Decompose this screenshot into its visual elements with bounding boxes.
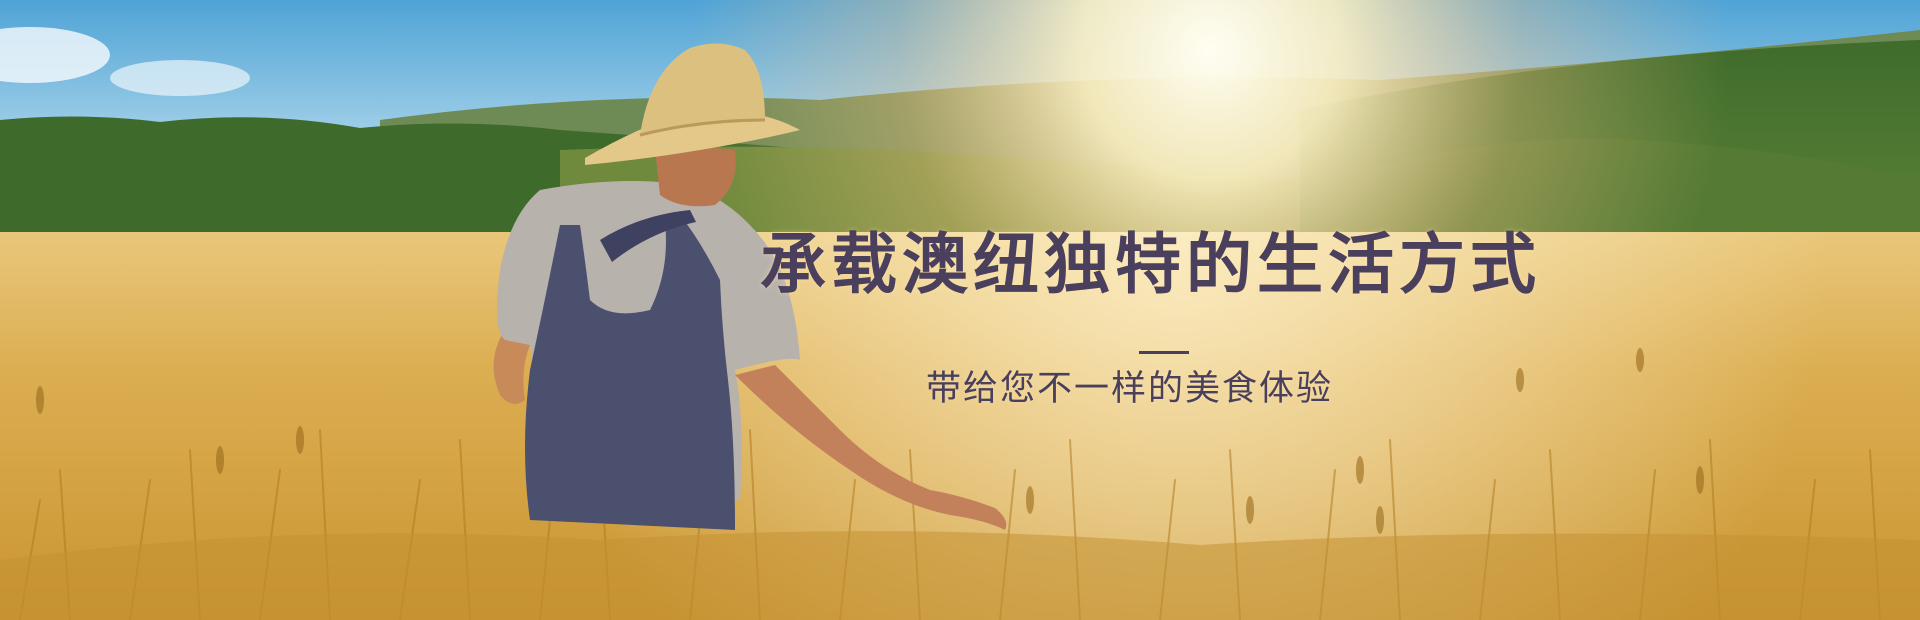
banner-headline: 承载澳纽独特的生活方式 <box>760 226 1541 303</box>
farmer-figure <box>493 43 1007 530</box>
banner-subheadline: 带给您不一样的美食体验 <box>926 369 1334 409</box>
headline-divider <box>1139 351 1189 354</box>
